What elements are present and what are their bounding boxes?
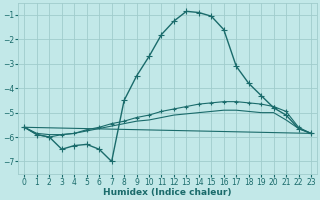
X-axis label: Humidex (Indice chaleur): Humidex (Indice chaleur) <box>103 188 232 197</box>
